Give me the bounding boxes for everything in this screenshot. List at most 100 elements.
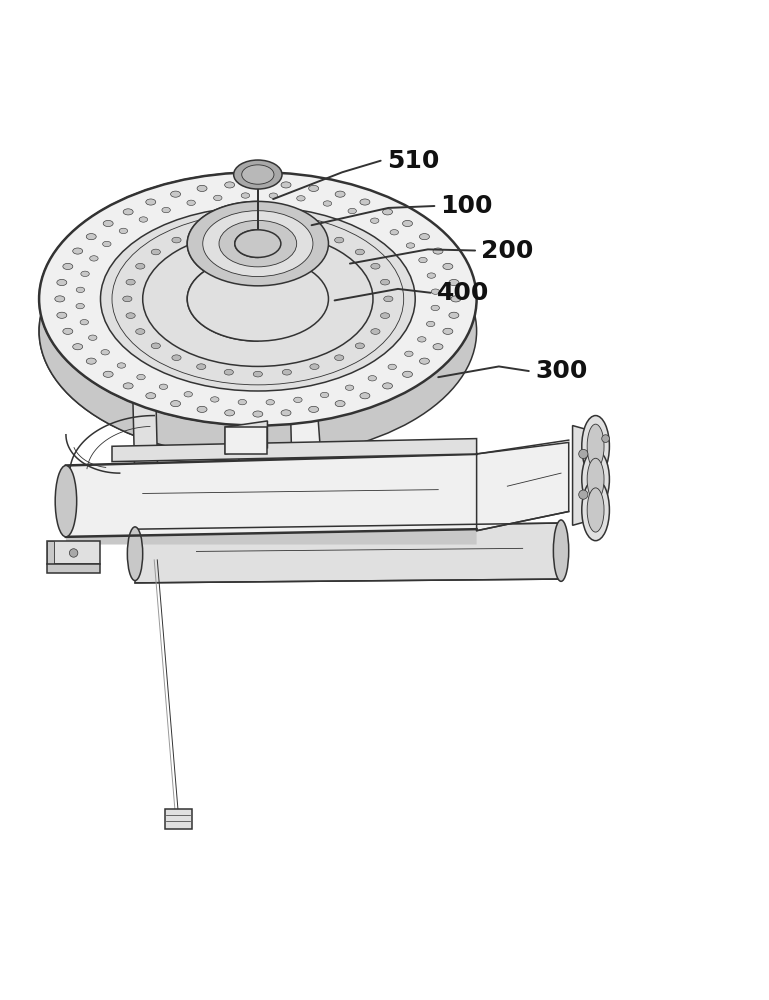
Ellipse shape — [308, 185, 318, 191]
Ellipse shape — [427, 273, 435, 278]
Polygon shape — [236, 331, 267, 486]
Ellipse shape — [234, 160, 282, 189]
Ellipse shape — [335, 237, 344, 243]
Ellipse shape — [214, 195, 222, 201]
Ellipse shape — [76, 287, 85, 293]
Polygon shape — [135, 523, 561, 583]
Ellipse shape — [390, 230, 398, 235]
Ellipse shape — [281, 410, 291, 416]
Ellipse shape — [345, 385, 354, 390]
Ellipse shape — [57, 279, 67, 286]
Ellipse shape — [172, 237, 181, 243]
Text: 400: 400 — [437, 281, 489, 305]
Ellipse shape — [384, 296, 393, 302]
Ellipse shape — [253, 411, 263, 417]
Text: 100: 100 — [441, 194, 493, 218]
Ellipse shape — [171, 191, 181, 197]
Ellipse shape — [197, 406, 207, 412]
Ellipse shape — [146, 393, 156, 399]
Ellipse shape — [57, 312, 67, 318]
Polygon shape — [288, 331, 323, 486]
Ellipse shape — [360, 199, 370, 205]
Ellipse shape — [297, 196, 305, 201]
Text: 200: 200 — [481, 239, 534, 263]
Ellipse shape — [601, 435, 609, 442]
Ellipse shape — [253, 371, 262, 377]
Ellipse shape — [368, 376, 377, 381]
Ellipse shape — [419, 257, 428, 263]
Ellipse shape — [123, 209, 133, 215]
Ellipse shape — [554, 520, 569, 581]
Polygon shape — [165, 809, 191, 829]
Ellipse shape — [443, 263, 453, 270]
Ellipse shape — [139, 217, 148, 222]
Ellipse shape — [101, 350, 109, 355]
Ellipse shape — [449, 312, 459, 318]
Ellipse shape — [171, 401, 181, 407]
Ellipse shape — [81, 271, 89, 277]
Ellipse shape — [151, 343, 161, 349]
Ellipse shape — [86, 358, 96, 364]
Ellipse shape — [282, 223, 291, 228]
Ellipse shape — [588, 424, 604, 468]
Polygon shape — [573, 426, 594, 525]
Ellipse shape — [102, 241, 111, 247]
Ellipse shape — [588, 488, 604, 532]
Ellipse shape — [269, 193, 278, 198]
Ellipse shape — [219, 220, 297, 267]
Ellipse shape — [419, 358, 429, 364]
Polygon shape — [47, 541, 55, 564]
Polygon shape — [477, 442, 569, 531]
Ellipse shape — [582, 416, 609, 477]
Ellipse shape — [348, 208, 357, 214]
Ellipse shape — [197, 228, 206, 234]
Ellipse shape — [402, 220, 412, 227]
Ellipse shape — [137, 374, 145, 380]
Ellipse shape — [241, 165, 274, 184]
Ellipse shape — [197, 364, 206, 370]
Ellipse shape — [381, 279, 390, 285]
Ellipse shape — [282, 369, 291, 375]
Ellipse shape — [355, 249, 365, 255]
Ellipse shape — [266, 400, 275, 405]
Ellipse shape — [388, 364, 397, 370]
Ellipse shape — [135, 329, 145, 334]
Ellipse shape — [225, 369, 234, 375]
Ellipse shape — [103, 371, 113, 377]
Ellipse shape — [211, 397, 219, 402]
Ellipse shape — [76, 303, 85, 309]
Ellipse shape — [39, 172, 477, 426]
Ellipse shape — [355, 343, 365, 349]
Ellipse shape — [135, 263, 145, 269]
Polygon shape — [47, 541, 101, 564]
Ellipse shape — [371, 218, 379, 223]
Ellipse shape — [88, 335, 97, 340]
Ellipse shape — [335, 401, 345, 407]
Ellipse shape — [69, 549, 78, 557]
Ellipse shape — [433, 248, 443, 254]
Ellipse shape — [431, 289, 440, 294]
Ellipse shape — [382, 209, 392, 215]
Ellipse shape — [382, 383, 392, 389]
Ellipse shape — [402, 371, 412, 377]
Ellipse shape — [55, 465, 77, 537]
Ellipse shape — [449, 279, 459, 286]
Ellipse shape — [431, 305, 439, 311]
Text: 300: 300 — [535, 359, 588, 383]
Polygon shape — [235, 161, 258, 257]
Ellipse shape — [418, 337, 426, 342]
Ellipse shape — [73, 344, 83, 350]
Ellipse shape — [86, 234, 96, 240]
Ellipse shape — [225, 223, 234, 228]
Ellipse shape — [146, 199, 156, 205]
Ellipse shape — [404, 351, 413, 356]
Ellipse shape — [253, 181, 263, 187]
Ellipse shape — [123, 383, 133, 389]
Ellipse shape — [187, 257, 328, 341]
Ellipse shape — [381, 313, 390, 318]
Ellipse shape — [90, 256, 98, 261]
Ellipse shape — [103, 220, 113, 227]
Polygon shape — [594, 430, 605, 521]
Ellipse shape — [241, 193, 250, 198]
Ellipse shape — [80, 320, 88, 325]
